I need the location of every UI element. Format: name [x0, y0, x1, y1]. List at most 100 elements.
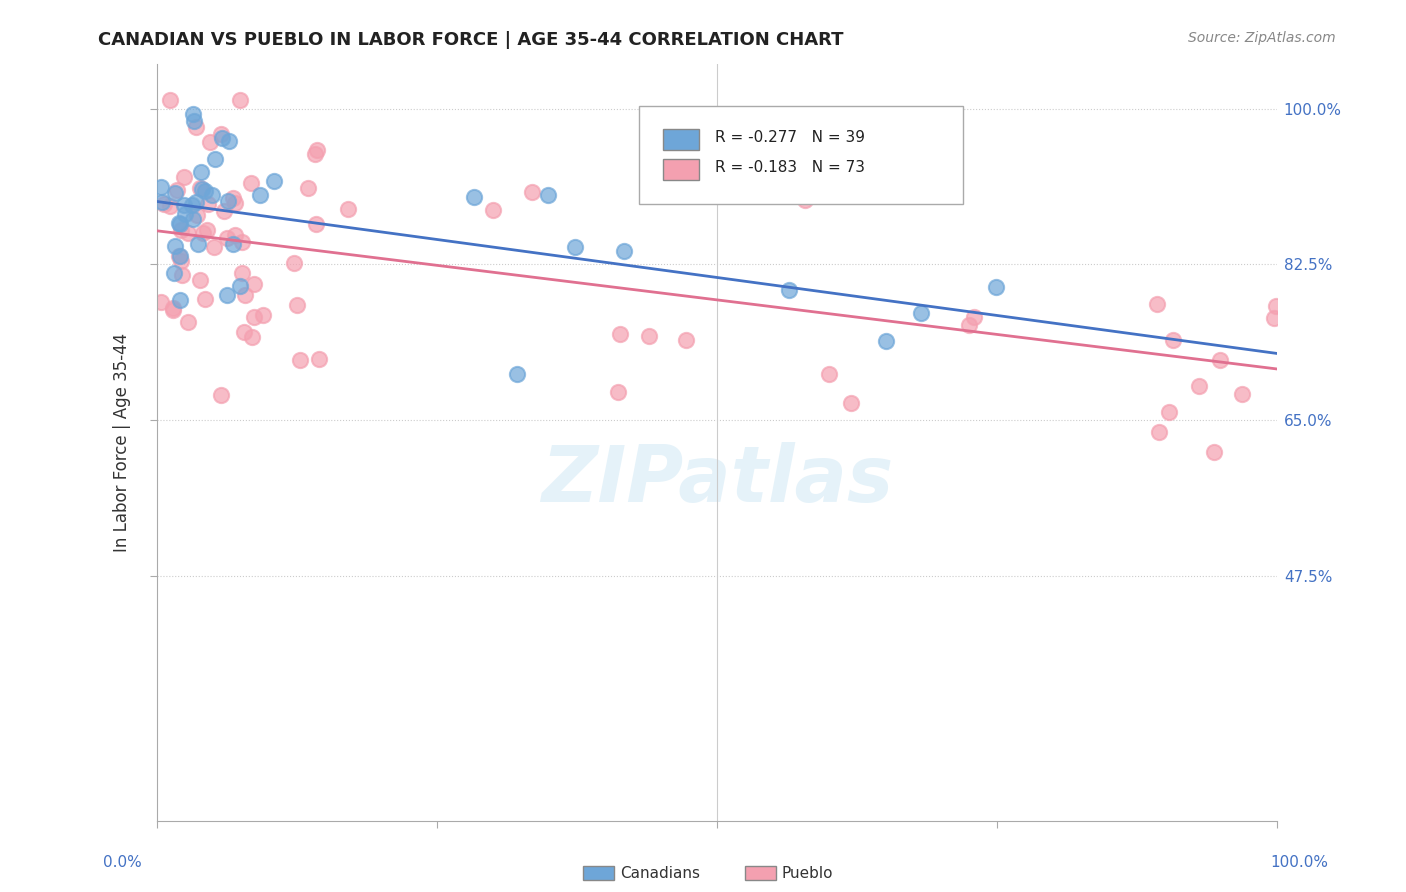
Point [204, 152, 226, 166]
Point [283, 255, 305, 269]
Point [177, 226, 200, 240]
Point [190, 165, 212, 179]
Point [875, 334, 897, 348]
Point [188, 181, 211, 195]
Point [170, 254, 193, 268]
Point [165, 186, 187, 201]
Text: CANADIAN VS PUEBLO IN LABOR FORCE | AGE 35-44 CORRELATION CHART: CANADIAN VS PUEBLO IN LABOR FORCE | AGE … [98, 31, 844, 49]
Point [202, 240, 225, 254]
Point [181, 107, 204, 121]
Point [181, 211, 204, 226]
Point [852, 176, 875, 190]
Point [240, 330, 263, 344]
Point [170, 268, 193, 283]
Point [162, 302, 184, 317]
Point [779, 283, 801, 297]
Point [211, 130, 233, 145]
Point [229, 278, 252, 293]
Point [217, 194, 239, 209]
Point [285, 298, 308, 312]
Point [166, 183, 188, 197]
Point [229, 93, 252, 107]
Point [150, 194, 173, 209]
Point [201, 188, 224, 202]
Point [209, 127, 232, 141]
Point [308, 352, 330, 367]
Point [163, 266, 186, 280]
Point [520, 186, 543, 200]
Point [165, 239, 187, 253]
Bar [664, 129, 699, 150]
Point [235, 287, 257, 301]
Point [149, 295, 172, 310]
Point [564, 239, 586, 253]
Point [1202, 445, 1225, 459]
Text: ZIPatlas: ZIPatlas [541, 442, 893, 518]
Point [186, 208, 208, 222]
Point [215, 230, 238, 244]
Point [1147, 425, 1170, 440]
Point [984, 279, 1007, 293]
Point [188, 273, 211, 287]
Point [214, 203, 236, 218]
Point [1146, 297, 1168, 311]
Text: R = -0.183   N = 73: R = -0.183 N = 73 [714, 161, 865, 175]
Point [910, 305, 932, 319]
Text: 100.0%: 100.0% [1271, 855, 1329, 870]
Point [638, 329, 661, 343]
Point [609, 327, 631, 342]
Point [1209, 352, 1232, 367]
Point [304, 147, 326, 161]
Y-axis label: In Labor Force | Age 35-44: In Labor Force | Age 35-44 [114, 333, 131, 552]
Point [170, 223, 193, 237]
Point [218, 134, 240, 148]
Point [222, 237, 245, 252]
Point [243, 310, 266, 324]
Point [307, 143, 329, 157]
Text: 0.0%: 0.0% [103, 855, 142, 870]
Point [197, 197, 219, 211]
Point [198, 135, 221, 149]
Point [194, 292, 217, 306]
Point [184, 120, 207, 134]
Point [173, 169, 195, 184]
Point [1264, 299, 1286, 313]
Point [252, 308, 274, 322]
Point [482, 203, 505, 218]
Point [288, 353, 311, 368]
Point [957, 318, 980, 332]
Point [297, 181, 319, 195]
Point [152, 197, 174, 211]
Point [613, 244, 636, 259]
Point [195, 223, 218, 237]
Point [224, 196, 246, 211]
Point [187, 236, 209, 251]
Point [841, 395, 863, 409]
Point [162, 301, 184, 315]
Point [193, 227, 215, 241]
Text: Pueblo: Pueblo [782, 866, 834, 880]
Point [263, 174, 285, 188]
Point [233, 325, 256, 339]
Point [243, 277, 266, 291]
Point [1230, 387, 1253, 401]
Point [537, 188, 560, 202]
Point [231, 266, 253, 280]
Point [1161, 334, 1184, 348]
Point [240, 176, 263, 190]
Point [191, 182, 214, 196]
Point [167, 215, 190, 229]
Point [217, 288, 239, 302]
Point [231, 235, 253, 249]
Point [177, 315, 200, 329]
Point [169, 249, 191, 263]
Text: R = -0.277   N = 39: R = -0.277 N = 39 [714, 130, 865, 145]
Point [181, 198, 204, 212]
Bar [664, 160, 699, 180]
Point [607, 384, 630, 399]
Point [159, 93, 181, 107]
Point [675, 333, 697, 347]
Point [159, 199, 181, 213]
Point [149, 179, 172, 194]
Point [305, 218, 328, 232]
